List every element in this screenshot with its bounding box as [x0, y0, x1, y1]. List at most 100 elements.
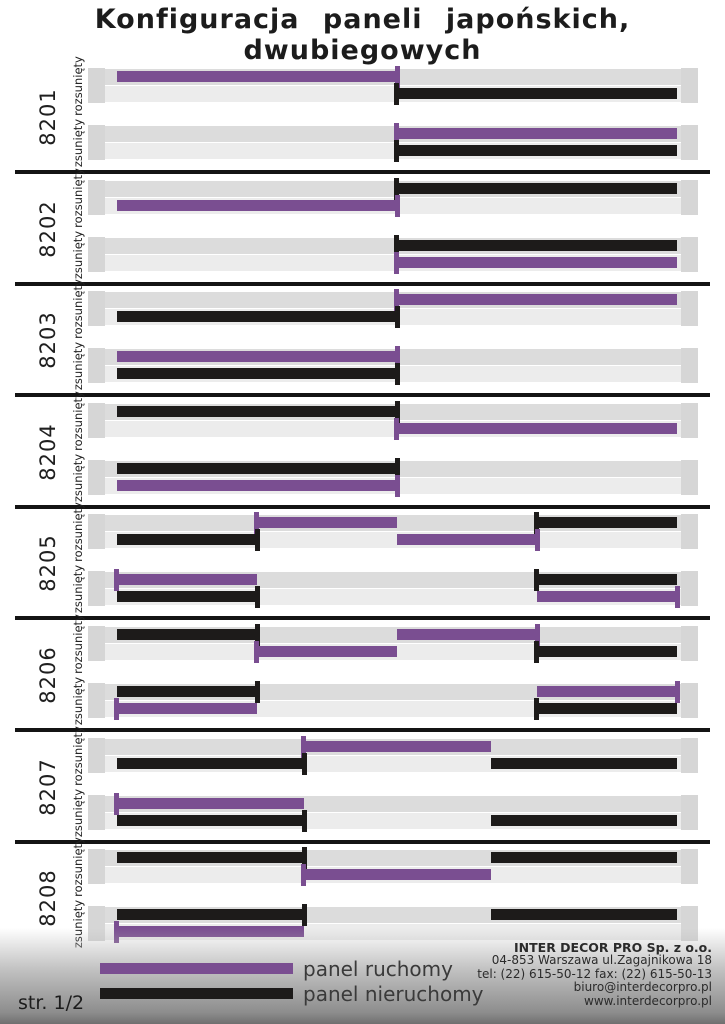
panel-bar-movable: [537, 585, 680, 608]
state-label: rozsunięty: [71, 501, 85, 562]
panel-bar-fixed: [117, 809, 308, 832]
section-divider: [15, 393, 710, 397]
track-endcap-right: [681, 237, 698, 272]
track-endcap-right: [681, 849, 698, 884]
state-label: zsunięty: [71, 676, 85, 725]
fixed-panel-swatch: [100, 988, 293, 999]
track-endcap-left: [88, 125, 105, 160]
state-row-zsuniety: zsunięty: [0, 453, 725, 502]
panel-end-tick: [394, 122, 399, 145]
panel-bar-movable: [114, 697, 257, 720]
track-endcap-left: [88, 237, 105, 272]
track-endcap-left: [88, 795, 105, 830]
panel-end-tick: [534, 568, 539, 591]
page-title: Konfiguracja paneli japońskich, dwubiego…: [0, 4, 725, 66]
section-divider: [15, 616, 710, 620]
panel-area: [114, 792, 677, 832]
panel-end-tick: [114, 697, 119, 720]
panel-track: [88, 511, 698, 551]
track-endcap-right: [681, 683, 698, 718]
panel-area: [117, 345, 677, 385]
panel-end-tick: [394, 177, 399, 200]
panel-bar-movable: [537, 680, 680, 703]
panel-end-tick: [255, 680, 260, 703]
panel-bar-movable: [254, 640, 397, 663]
panel-end-tick: [302, 809, 308, 832]
state-label: rozsunięty: [71, 390, 85, 451]
state-label: rozsunięty: [71, 725, 85, 786]
state-row-zsuniety: zsunięty: [0, 564, 725, 613]
panel-bar-fixed: [117, 585, 260, 608]
state-label: rozsunięty: [71, 836, 85, 897]
state-row-rozsuniety: rozsunięty: [0, 168, 725, 227]
panel-track: [88, 680, 698, 720]
section-divider: [15, 505, 710, 509]
panel-end-tick: [395, 65, 400, 88]
panel-end-tick: [534, 697, 539, 720]
state-label: zsunięty: [71, 788, 85, 837]
panel-track: [88, 122, 698, 162]
panel-area: [117, 457, 677, 497]
panel-bar-movable: [394, 288, 677, 311]
panel-bar-fixed: [117, 680, 260, 703]
section-divider: [15, 282, 710, 286]
panel-area: [117, 177, 677, 217]
panel-end-tick: [395, 194, 400, 217]
movable-panel-swatch: [100, 963, 293, 974]
panel-end-tick: [534, 640, 539, 663]
track-endcap-right: [681, 738, 698, 773]
track-endcap-left: [88, 738, 105, 773]
panel-bar-fixed: [534, 697, 677, 720]
section-8201: 8201 rozsunięty zsunięty: [0, 56, 725, 174]
track-endcap-left: [88, 626, 105, 661]
state-row-rozsuniety: rozsunięty: [0, 502, 725, 561]
panel-bar-fixed: [117, 846, 308, 869]
panel-bar-movable: [114, 568, 257, 591]
state-label: zsunięty: [71, 230, 85, 279]
track-endcap-left: [88, 403, 105, 438]
state-label: zsunięty: [71, 564, 85, 613]
section-8203: 8203 rozsunięty zsunięty: [0, 279, 725, 397]
panel-end-tick: [255, 585, 260, 608]
panel-end-tick: [535, 528, 540, 551]
panel-end-tick: [395, 457, 400, 480]
panel-track: [88, 735, 698, 775]
panel-bar-movable: [254, 511, 397, 534]
panel-track: [88, 288, 698, 328]
panel-area: [117, 735, 677, 775]
track-endcap-left: [88, 683, 105, 718]
track-endcap-right: [681, 460, 698, 495]
panel-end-tick: [114, 792, 119, 815]
company-info: INTER DECOR PRO Sp. z o.o. 04-853 Warsza…: [477, 941, 712, 1008]
panel-bar-movable: [301, 863, 491, 886]
panel-end-tick: [534, 511, 539, 534]
state-label: zsunięty: [71, 453, 85, 502]
panel-bar-fixed: [394, 234, 677, 257]
track-endcap-left: [88, 348, 105, 383]
state-label: rozsunięty: [71, 55, 85, 116]
panel-bar-movable: [117, 474, 400, 497]
panel-track: [88, 568, 698, 608]
state-row-rozsuniety: rozsunięty: [0, 391, 725, 450]
panel-bar-fixed: [490, 909, 677, 920]
panel-end-tick: [395, 305, 400, 328]
section-8207: 8207 rozsunięty zsunięty: [0, 726, 725, 844]
panel-bar-fixed: [117, 362, 400, 385]
panel-end-tick: [394, 82, 399, 105]
panel-end-tick: [394, 139, 399, 162]
company-email: biuro@interdecorpro.pl: [573, 980, 712, 995]
company-website: www.interdecorpro.pl: [584, 993, 712, 1008]
track-endcap-right: [681, 348, 698, 383]
state-row-rozsuniety: rozsunięty: [0, 726, 725, 785]
track-endcap-left: [88, 460, 105, 495]
panel-bar-fixed: [394, 139, 677, 162]
legend-label: panel ruchomy: [303, 956, 453, 981]
state-label: zsunięty: [71, 118, 85, 167]
panel-end-tick: [535, 623, 540, 646]
state-row-zsuniety: zsunięty: [0, 230, 725, 279]
panel-end-tick: [395, 400, 400, 423]
track-endcap-left: [88, 571, 105, 606]
state-label: rozsunięty: [71, 613, 85, 674]
panel-area: [117, 400, 677, 440]
